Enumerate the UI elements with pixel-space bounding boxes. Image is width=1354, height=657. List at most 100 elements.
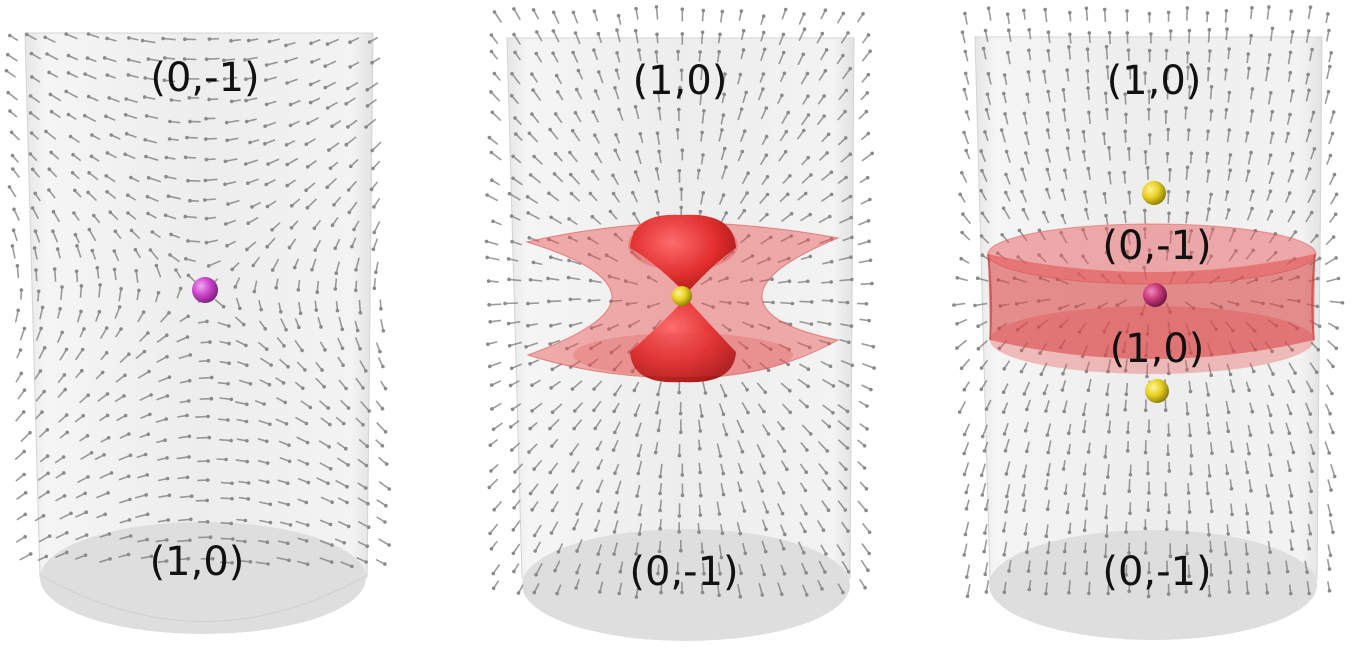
field-arrow [1268,173,1274,185]
field-arrow [1330,193,1338,205]
field-arrow-head [1143,526,1148,531]
field-arrow [345,136,357,146]
field-arrow [655,6,659,20]
field-arrow-head [1167,371,1171,376]
field-arrow-head [1209,573,1214,577]
field-arrow [57,389,66,399]
field-arrow-head [230,267,234,272]
field-arrow [234,401,247,406]
field-arrow-head [28,94,33,98]
field-arrow-head [961,212,965,216]
field-arrow-head [62,494,67,498]
field-arrow-head [47,70,51,75]
field-arrow-head [720,9,725,14]
field-arrow-head [165,333,169,338]
field-arrow-head [680,32,685,36]
field-arrow-head [1306,72,1310,77]
field-arrow [144,139,158,144]
field-arrow-head [703,391,708,395]
field-arrow [716,501,721,515]
field-arrow-head [1006,50,1010,55]
field-arrow-head [701,191,705,195]
field-arrow-head [208,535,213,539]
field-arrow [819,238,832,245]
field-arrow-head [489,547,494,551]
field-arrow [1188,423,1191,436]
field-arrow [550,380,561,389]
field-arrow [1105,524,1109,537]
field-arrow [1022,483,1027,496]
field-arrow-head [1315,304,1320,309]
field-arrow-head [1005,12,1010,16]
field-arrow [610,344,622,354]
field-arrow-head [263,141,267,146]
field-arrow [324,60,337,67]
field-arrow-head [1084,571,1089,576]
field-arrow [1205,208,1210,222]
field-arrow-head [1227,590,1232,594]
field-arrow [1325,30,1330,42]
field-arrow-head [66,53,71,58]
field-arrow [1000,129,1007,143]
field-arrow-head [1146,471,1150,476]
field-arrow-head [1106,591,1110,596]
field-arrow [335,261,341,274]
field-arrow-head [1251,189,1255,194]
field-arrow-head [133,247,138,252]
field-arrow-head [976,324,980,329]
field-arrow-head [1042,210,1046,215]
field-arrow-head [308,100,313,105]
field-arrow-head [104,174,108,178]
field-arrow [963,132,970,145]
field-arrow [5,70,16,78]
field-arrow [1084,191,1089,204]
field-arrow-head [955,322,959,326]
field-arrow-head [717,593,721,598]
field-arrow-head [588,278,593,283]
field-arrow [861,362,875,369]
field-arrow-head [34,268,38,272]
field-arrow-head [845,383,850,388]
field-arrow-head [206,358,211,363]
field-arrow-head [166,518,170,522]
field-arrow [741,255,753,263]
field-arrow-head [1063,168,1067,173]
field-arrow [1068,46,1072,60]
field-arrow [357,520,370,528]
field-arrow [99,327,108,339]
field-arrow-head [711,305,715,309]
field-arrow-head [267,39,272,44]
field-arrow-head [864,508,868,513]
field-arrow [963,543,968,556]
field-arrow-head [962,472,967,477]
field-arrow [52,230,59,243]
field-arrow-head [760,593,765,597]
field-arrow [7,54,18,62]
field-arrow-head [1166,189,1171,194]
field-arrow [115,374,126,383]
field-arrow-head [1123,368,1128,373]
field-arrow [637,460,643,474]
field-arrow-head [163,56,167,60]
field-arrow-head [188,353,193,357]
field-arrow [338,379,347,390]
field-arrow [147,195,159,202]
field-arrow [984,30,989,43]
field-arrow-head [1246,570,1251,574]
field-arrow-head [304,421,309,426]
field-arrow-head [1025,550,1029,555]
field-arrow-head [1266,66,1270,71]
field-arrow-head [1027,28,1031,32]
field-arrow-head [805,71,810,76]
field-arrow [512,177,523,186]
field-arrow-head [698,50,702,54]
field-arrow [1107,561,1110,574]
field-arrow [217,321,230,327]
field-arrow [53,268,57,282]
field-arrow [345,97,356,105]
field-arrow [44,36,56,44]
field-arrow-head [86,190,90,195]
field-arrow-head [205,498,209,503]
field-arrow-head [1067,45,1071,49]
field-arrow-head [1185,551,1189,556]
